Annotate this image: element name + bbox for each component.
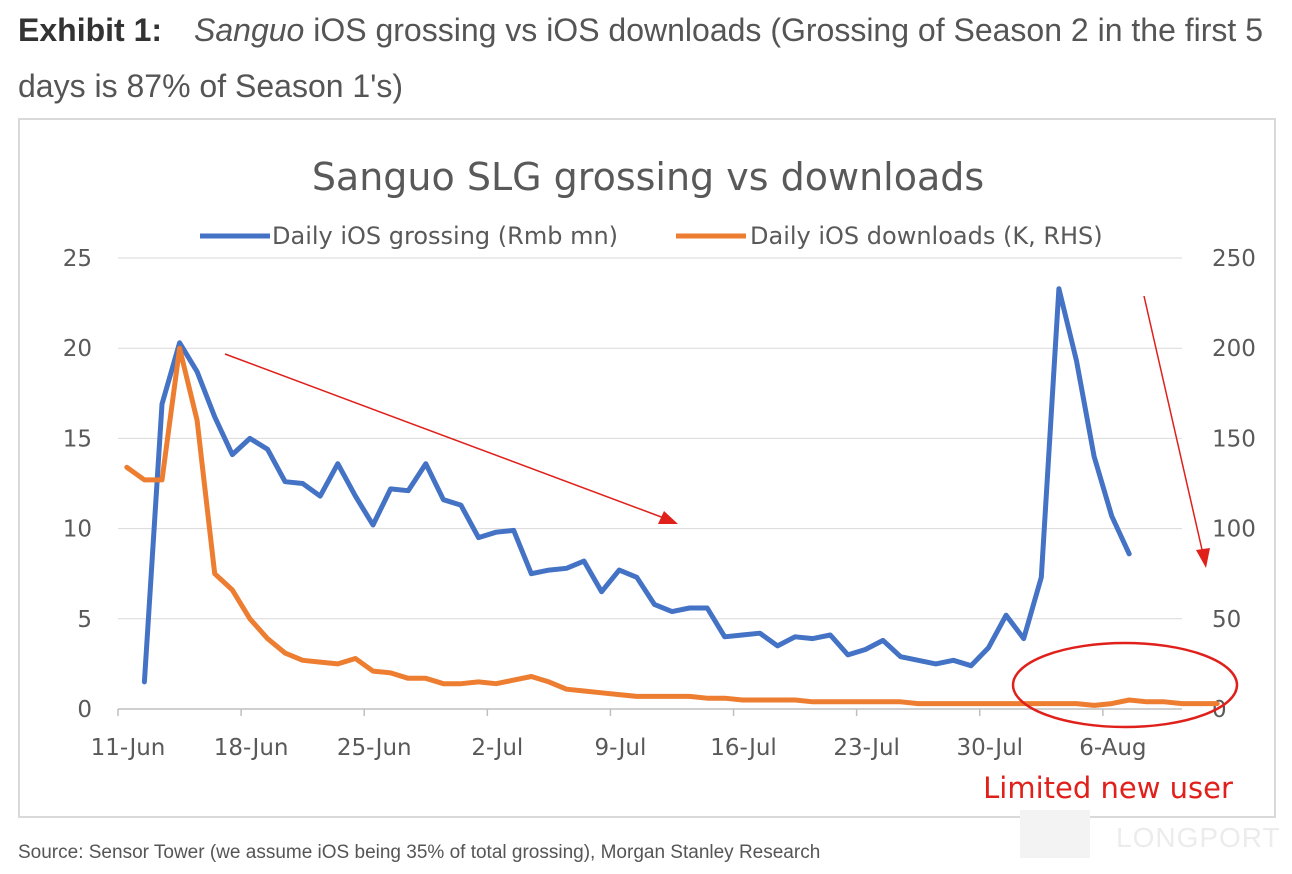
y-left-tick-label: 10 <box>63 517 92 543</box>
series-line-downloads <box>124 345 1220 708</box>
x-tick-label: 11-Jun <box>91 735 166 761</box>
watermark-text: LONGPORT <box>1116 822 1281 853</box>
gridlines <box>118 257 1182 620</box>
limited-new-user-label: Limited new user <box>983 771 1233 805</box>
new-user-circle <box>1011 641 1239 729</box>
series-layer <box>124 286 1220 708</box>
x-tick-label: 16-Jul <box>710 735 777 761</box>
y-left-tick-label: 0 <box>77 697 92 723</box>
series-line-grossing <box>141 286 1132 685</box>
exhibit-label: Exhibit 1: <box>18 12 163 48</box>
y-right-tick-label: 150 <box>1212 426 1256 452</box>
y-left-tick-label: 15 <box>63 426 92 452</box>
y-left-tick-label: 25 <box>63 246 92 272</box>
chart-svg: Sanguo SLG grossing vs downloads Daily i… <box>63 155 1256 805</box>
x-axis: 11-Jun 18-Jun 25-Jun 2-Jul 9-Jul 16-Jul 23-Jul… <box>91 708 1182 761</box>
legend-label-grossing: Daily iOS grossing (Rmb mn) <box>272 222 618 250</box>
watermark: LONGPORT <box>1020 810 1280 860</box>
chart-title: Sanguo SLG grossing vs downloads <box>312 155 984 199</box>
x-tick-label: 2-Jul <box>471 735 523 761</box>
y-right-tick-label: 50 <box>1212 607 1241 633</box>
x-tick-label: 25-Jun <box>337 735 412 761</box>
exhibit-title-rest: iOS grossing vs iOS downloads (Grossing … <box>18 12 1263 104</box>
trend-arrow-head-right <box>1196 548 1210 568</box>
y-right-tick-label: 100 <box>1212 517 1256 543</box>
source-note: Source: Sensor Tower (we assume iOS bein… <box>18 842 821 863</box>
x-tick-label: 18-Jun <box>214 735 289 761</box>
x-tick-label: 6-Aug <box>1079 735 1146 761</box>
chart-frame: Sanguo SLG grossing vs downloads Daily i… <box>18 118 1276 818</box>
legend-label-downloads: Daily iOS downloads (K, RHS) <box>750 222 1103 250</box>
x-tick-label: 9-Jul <box>594 735 646 761</box>
watermark-logo-icon <box>1020 810 1090 858</box>
y-right-tick-label: 200 <box>1212 336 1256 362</box>
x-tick-label: 30-Jul <box>956 735 1023 761</box>
y-right-tick-label: 250 <box>1212 246 1256 272</box>
y-axis-left: 0 5 10 15 20 25 <box>63 246 92 723</box>
annotation-layer: Limited new user <box>224 295 1239 805</box>
y-left-tick-label: 5 <box>77 607 92 633</box>
trend-arrow-down-right <box>1143 295 1204 555</box>
y-left-tick-label: 20 <box>63 336 92 362</box>
trend-arrow-head-left <box>658 511 678 524</box>
exhibit-title-italic: Sanguo <box>194 12 305 48</box>
trend-arrow-down-left <box>224 353 665 519</box>
exhibit-title: Exhibit 1: Sanguo iOS grossing vs iOS dow… <box>18 2 1268 114</box>
x-tick-label: 23-Jul <box>833 735 900 761</box>
legend: Daily iOS grossing (Rmb mn) Daily iOS do… <box>200 222 1103 250</box>
